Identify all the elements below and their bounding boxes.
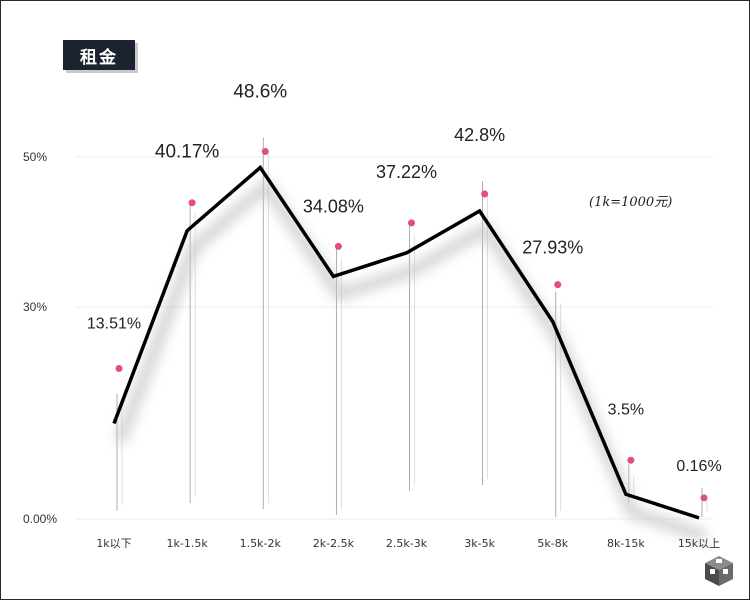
data-point-marker bbox=[188, 199, 196, 207]
unit-note: (1k=1000元) bbox=[589, 195, 673, 210]
data-point-marker bbox=[627, 456, 635, 464]
data-label: 37.22% bbox=[376, 162, 437, 182]
x-tick-label: 1.5k-2k bbox=[240, 537, 282, 550]
data-label: 3.5% bbox=[608, 401, 644, 418]
data-point-marker bbox=[261, 148, 269, 155]
x-tick-label: 1k以下 bbox=[96, 537, 131, 550]
cube-logo-icon bbox=[705, 556, 733, 586]
x-tick-label: 3k-5k bbox=[464, 537, 495, 550]
x-tick-label: 15k以上 bbox=[678, 537, 720, 550]
x-tick-label: 2.5k-3k bbox=[386, 537, 428, 550]
data-point-marker bbox=[408, 219, 415, 227]
data-label: 42.8% bbox=[454, 125, 505, 145]
data-point-marker bbox=[554, 281, 562, 289]
data-label: 13.51% bbox=[87, 316, 141, 333]
data-point-marker bbox=[481, 190, 489, 198]
x-tick-label: 1k-1.5k bbox=[167, 537, 209, 550]
data-point-marker bbox=[334, 242, 342, 250]
x-tick-label: 5k-8k bbox=[537, 537, 568, 550]
data-point-marker bbox=[115, 365, 123, 373]
data-label: 0.16% bbox=[676, 458, 721, 475]
x-tick-label: 2k-2.5k bbox=[313, 537, 355, 550]
y-tick-label: 0.00% bbox=[23, 512, 57, 526]
x-tick-label: 8k-15k bbox=[607, 537, 645, 550]
data-point-marker bbox=[700, 494, 708, 502]
data-label: 48.6% bbox=[233, 82, 287, 103]
y-tick-label: 50% bbox=[23, 150, 47, 164]
line-shadow bbox=[114, 179, 707, 542]
data-label: 40.17% bbox=[155, 142, 220, 163]
data-label: 34.08% bbox=[303, 196, 364, 216]
chart-title: 租金 bbox=[63, 40, 135, 70]
y-tick-label: 30% bbox=[23, 300, 47, 314]
series-line bbox=[112, 164, 700, 520]
data-label: 27.93% bbox=[522, 238, 583, 258]
